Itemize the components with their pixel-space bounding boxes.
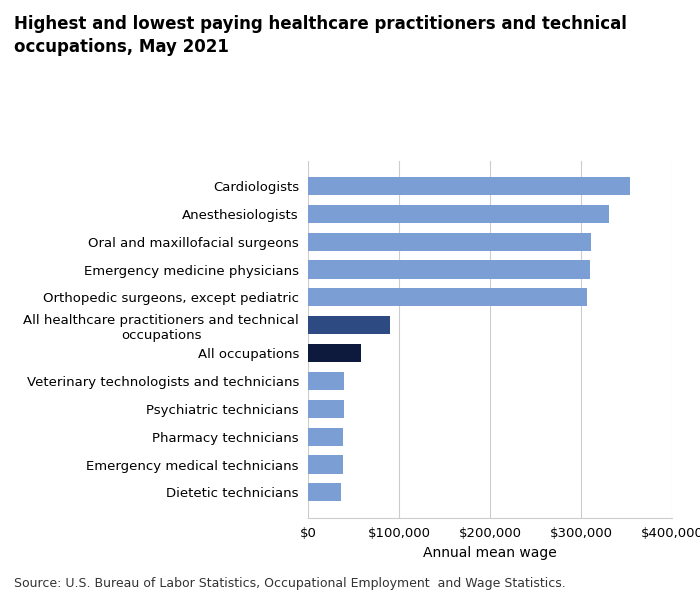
Bar — [308, 261, 590, 278]
Bar — [308, 372, 344, 390]
Bar — [308, 233, 592, 250]
Bar — [308, 455, 342, 474]
Text: Source: U.S. Bureau of Labor Statistics, Occupational Employment  and Wage Stati: Source: U.S. Bureau of Labor Statistics,… — [14, 577, 566, 590]
Bar — [308, 177, 630, 195]
Bar — [308, 483, 341, 502]
X-axis label: Annual mean wage: Annual mean wage — [423, 546, 557, 560]
Bar — [308, 400, 344, 418]
Bar — [308, 428, 342, 446]
Bar — [308, 344, 361, 362]
Bar — [308, 205, 610, 223]
Bar — [308, 289, 587, 306]
Text: Highest and lowest paying healthcare practitioners and technical
occupations, Ma: Highest and lowest paying healthcare pra… — [14, 15, 627, 57]
Bar — [308, 316, 390, 334]
